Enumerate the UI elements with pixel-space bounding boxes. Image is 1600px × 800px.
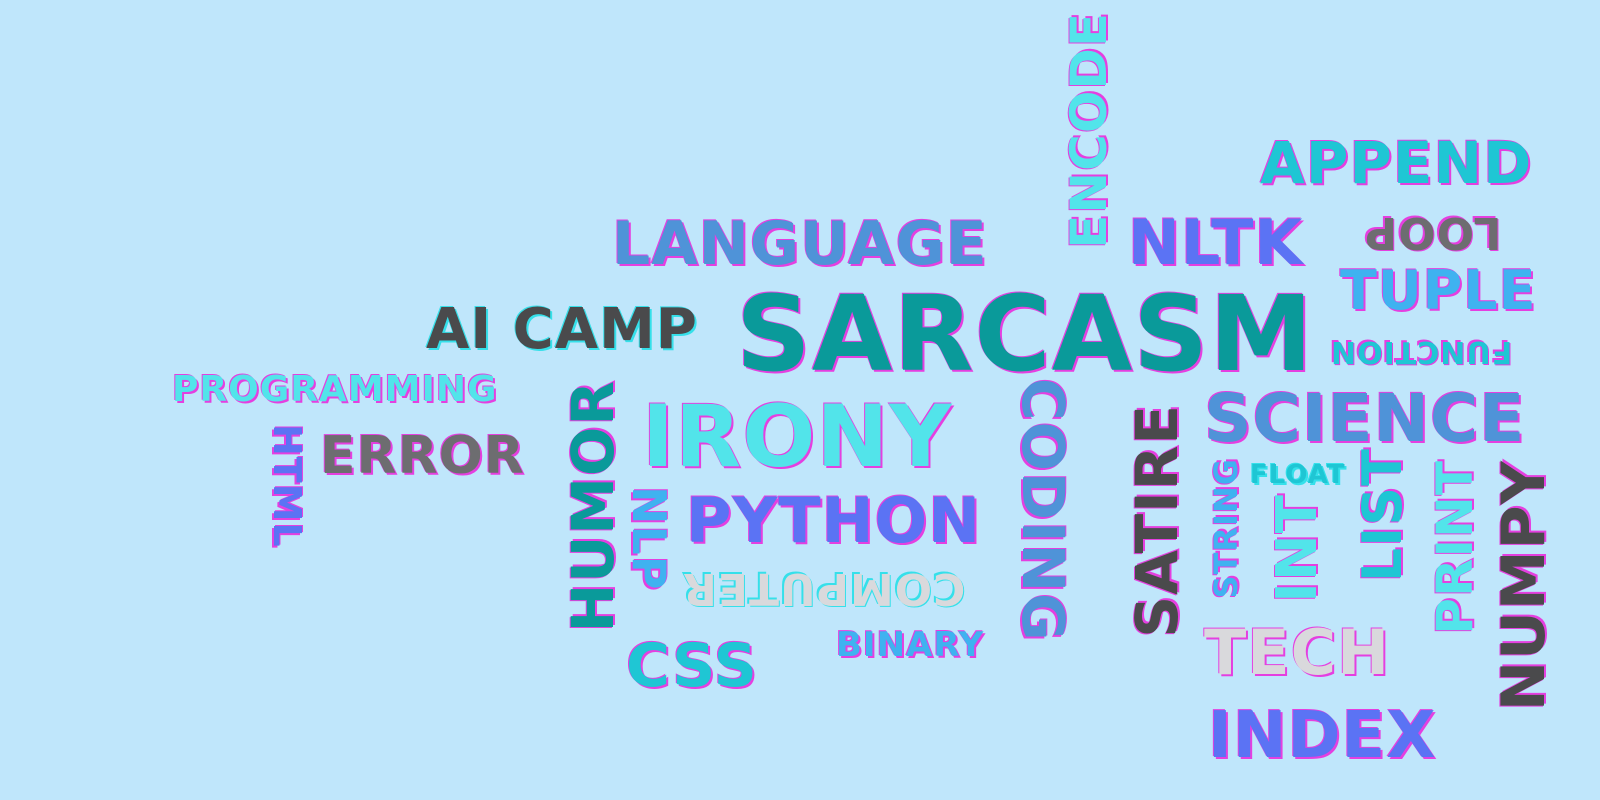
word-error: ERROR — [320, 426, 525, 486]
word-function: FUNCTION — [1330, 334, 1513, 369]
word-float: FLOAT — [1250, 460, 1346, 490]
word-computer: COMPUTER — [682, 563, 966, 614]
word-irony: IRONY — [642, 387, 953, 487]
word-encode: ENCODE — [1060, 12, 1118, 249]
word-humor: HUMOR — [559, 380, 627, 633]
word-append: APPEND — [1260, 129, 1533, 197]
word-string: STRING — [1207, 458, 1245, 599]
word-css: CSS — [626, 631, 758, 701]
word-science: SCIENCE — [1204, 380, 1526, 457]
word-language: LANGUAGE — [612, 209, 988, 279]
word-python: PYTHON — [686, 484, 982, 557]
word-print: PRINT — [1426, 460, 1484, 635]
word-ai-camp: AI CAMP — [426, 297, 698, 362]
word-sarcasm: SARCASM — [736, 273, 1314, 395]
word-index: INDEX — [1208, 699, 1437, 773]
word-nltk: NLTK — [1128, 206, 1304, 279]
word-tech: TECH — [1204, 616, 1391, 689]
word-programming: PROGRAMMING — [172, 369, 498, 410]
word-numpy: NUMPY — [1489, 460, 1559, 712]
word-html: HTML — [265, 424, 309, 548]
word-satire: SATIRE — [1123, 404, 1191, 638]
word-int: INT — [1265, 494, 1330, 603]
word-loop: LOOP — [1364, 207, 1502, 258]
word-nlp: NLP — [622, 486, 676, 591]
word-binary: BINARY — [836, 625, 985, 665]
word-tuple: TUPLE — [1340, 259, 1537, 322]
word-coding: CODING — [1009, 378, 1077, 642]
word-list: LIST — [1351, 448, 1414, 583]
